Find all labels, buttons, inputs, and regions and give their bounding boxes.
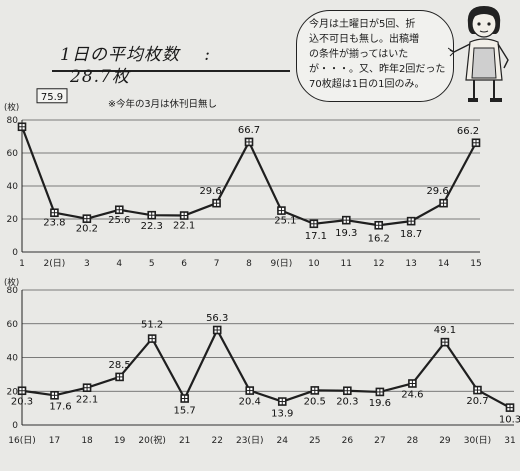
y-tick-label: 20 <box>7 215 19 225</box>
series-line <box>21 328 511 409</box>
data-label-box <box>36 88 68 104</box>
average-label: 1日の平均枚数 <box>60 45 180 65</box>
data-label: 15.7 <box>174 406 196 417</box>
data-label: 19.6 <box>369 398 391 409</box>
data-label: 75.9 <box>41 92 63 103</box>
bubble-line: の条件が揃ってはいた <box>309 49 409 60</box>
x-tick-label: 5 <box>149 259 155 269</box>
average-value: 28.7枚 <box>70 67 130 87</box>
x-tick-label: 20(祝) <box>138 434 165 446</box>
y-tick-label: 0 <box>12 248 18 258</box>
data-label: 16.2 <box>368 233 390 244</box>
data-label: 20.4 <box>239 397 261 408</box>
data-label: 19.3 <box>335 228 357 239</box>
x-tick-label: 3 <box>84 259 90 269</box>
data-label: 22.1 <box>173 221 195 232</box>
x-tick-label: 15 <box>470 259 481 269</box>
data-label: 17.1 <box>305 231 327 242</box>
x-tick-label: 28 <box>407 436 419 446</box>
data-label: 23.8 <box>43 218 65 229</box>
mascot-illustration <box>448 6 509 102</box>
x-tick-label: 29 <box>439 436 451 446</box>
chart-panel-2: 0 20 40 60 80(枚) 16(日) 17 18 19 20(祝) 21 22 23(日) 24 2… <box>4 277 520 446</box>
data-label: 20.3 <box>336 397 358 408</box>
x-tick-label: 31 <box>504 436 515 446</box>
chart-panel-1: 0 20 40 60 80 (枚) 1 2(日) 3 4 5 6 7 8 9(日) 10 11 12 13 14 15 7… <box>4 88 482 269</box>
x-tick-label: 9(日) <box>271 258 293 269</box>
data-label: 56.3 <box>206 313 228 324</box>
y-tick-label: 0 <box>12 421 18 431</box>
y-tick-label: 80 <box>7 286 19 296</box>
y-tick-label: 80 <box>7 116 19 126</box>
x-tick-label: 18 <box>81 436 93 446</box>
x-tick-label: 17 <box>49 436 60 446</box>
x-tick-label: 6 <box>181 259 187 269</box>
data-label: 10.3 <box>499 415 520 426</box>
x-tick-label: 24 <box>277 436 289 446</box>
x-tick-label: 27 <box>374 436 385 446</box>
x-tick-label: 12 <box>373 259 384 269</box>
x-tick-label: 2(日) <box>44 258 66 269</box>
data-label: 29.6 <box>426 186 448 197</box>
data-label: 20.7 <box>466 396 488 407</box>
data-label: 13.9 <box>271 409 293 420</box>
x-tick-label: 11 <box>341 259 352 269</box>
data-label: 28.5 <box>108 360 130 371</box>
speech-bubble: 今月は土曜日が5回、折 込不可日も無し。出稿増 の条件が揃ってはいた が・・・。… <box>296 10 454 102</box>
data-label: 20.3 <box>11 397 33 408</box>
x-tick-label: 14 <box>438 259 450 269</box>
y-tick-label: 60 <box>7 320 19 330</box>
y-tick-label: 40 <box>7 182 19 192</box>
y-axis-label: (枚) <box>4 277 19 288</box>
bubble-line: が・・・。又、昨年2回だった <box>309 64 446 75</box>
data-label: 20.2 <box>76 224 98 235</box>
data-label: 49.1 <box>434 325 456 336</box>
x-tick-label: 1 <box>19 259 25 269</box>
x-tick-label: 7 <box>214 259 220 269</box>
data-label: 66.7 <box>238 125 260 136</box>
x-tick-label: 10 <box>308 259 320 269</box>
x-tick-label: 16(日) <box>8 435 35 446</box>
x-tick-label: 8 <box>246 259 252 269</box>
x-tick-label: 13 <box>405 259 416 269</box>
y-tick-label: 60 <box>7 149 19 159</box>
x-tick-label: 22 <box>211 436 222 446</box>
data-label: 22.3 <box>141 221 163 232</box>
data-label: 25.6 <box>108 215 130 226</box>
y-axis-label: (枚) <box>4 102 19 113</box>
y-tick-label: 40 <box>7 354 19 364</box>
x-tick-label: 19 <box>114 436 126 446</box>
data-label: 18.7 <box>400 229 422 240</box>
x-tick-label: 30(日) <box>464 435 491 446</box>
bubble-line: 今月は土曜日が5回、折 <box>309 19 416 30</box>
bubble-line: 込不可日も無し。出稿増 <box>309 34 419 45</box>
chart-note: ※今年の3月は休刊日無し <box>108 99 218 110</box>
data-label: 20.5 <box>304 396 326 407</box>
x-tick-label: 26 <box>342 436 354 446</box>
data-label: 66.2 <box>457 126 479 137</box>
average-separator: : <box>204 45 211 65</box>
y-tick-label: 20 <box>7 387 19 397</box>
data-label: 17.6 <box>49 401 71 412</box>
x-tick-label: 25 <box>309 436 320 446</box>
data-label: 22.1 <box>76 395 98 406</box>
data-label: 24.6 <box>401 389 423 400</box>
average-headline: 1日の平均枚数 : 28.7枚 <box>52 44 290 87</box>
x-tick-label: 23(日) <box>236 435 263 446</box>
x-tick-label: 21 <box>179 436 190 446</box>
data-label: 25.1 <box>274 216 296 227</box>
data-label: 29.6 <box>199 186 221 197</box>
bubble-line: 70枚超は1日の1回のみ。 <box>309 79 425 90</box>
data-label: 51.2 <box>141 320 163 331</box>
x-tick-label: 4 <box>116 259 122 269</box>
